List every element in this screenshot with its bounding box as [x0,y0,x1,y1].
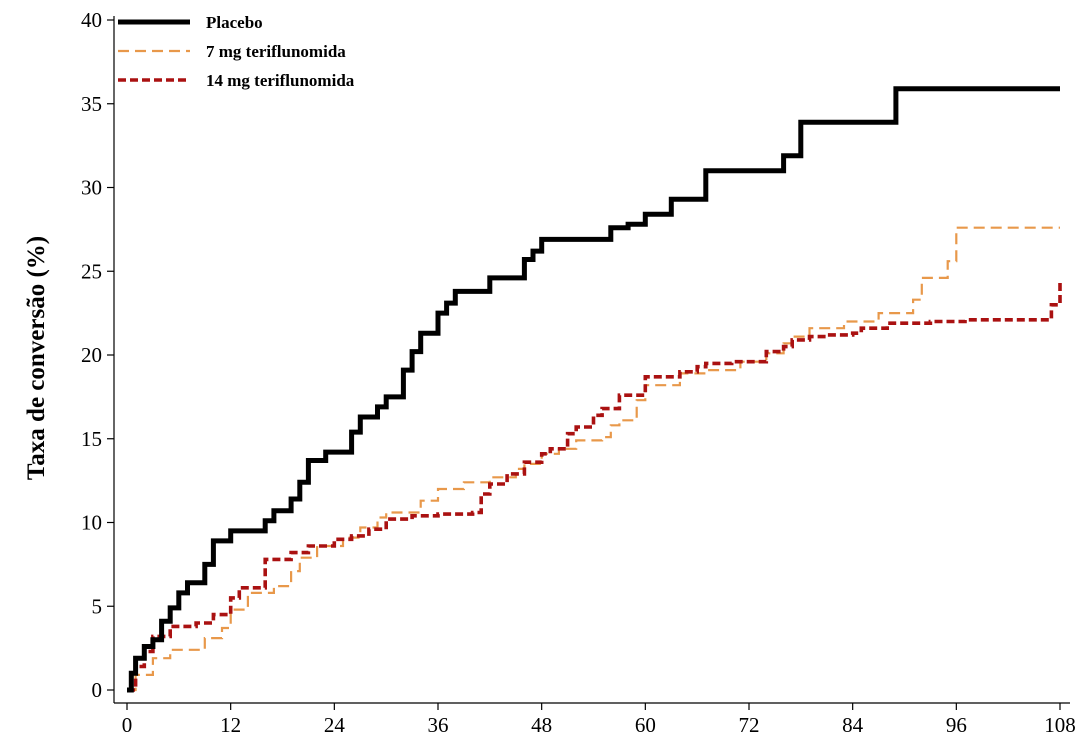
series-line-2 [127,283,1062,692]
y-tick-label: 10 [81,511,102,535]
x-tick-label: 72 [739,713,760,737]
x-tick-label: 84 [842,713,864,737]
x-tick-label: 60 [635,713,656,737]
legend-label: 7 mg teriflunomida [206,42,346,61]
y-tick-label: 5 [92,594,103,618]
y-tick-label: 20 [81,343,102,367]
y-tick-label: 30 [81,176,102,200]
series-line-0 [127,86,1060,693]
series-layer [127,86,1062,693]
axes: 0 5 10 15 20 25 30 35 40 0 12 24 36 48 60 72 84 96 108 [81,8,1076,737]
legend-label: 14 mg teriflunomida [206,71,355,90]
y-axis-label: Taxa de conversão (%) [23,236,50,480]
x-tick-label: 96 [946,713,967,737]
legend-label: Placebo [206,13,263,32]
y-axis-title-group: Taxa de conversão (%) [23,236,50,480]
x-tick-label: 0 [122,713,133,737]
x-tick-label: 12 [220,713,241,737]
y-tick-label: 35 [81,92,102,116]
x-tick-label: 108 [1044,713,1076,737]
y-tick-label: 15 [81,427,102,451]
series-line-1 [127,226,1060,692]
y-tick-label: 0 [92,678,103,702]
legend: Placebo 7 mg teriflunomida 14 mg terifluno… [118,13,355,90]
x-tick-label: 36 [428,713,449,737]
y-tick-label: 25 [81,259,102,283]
x-tick-label: 24 [324,713,346,737]
x-tick-label: 48 [531,713,552,737]
y-tick-label: 40 [81,8,102,32]
